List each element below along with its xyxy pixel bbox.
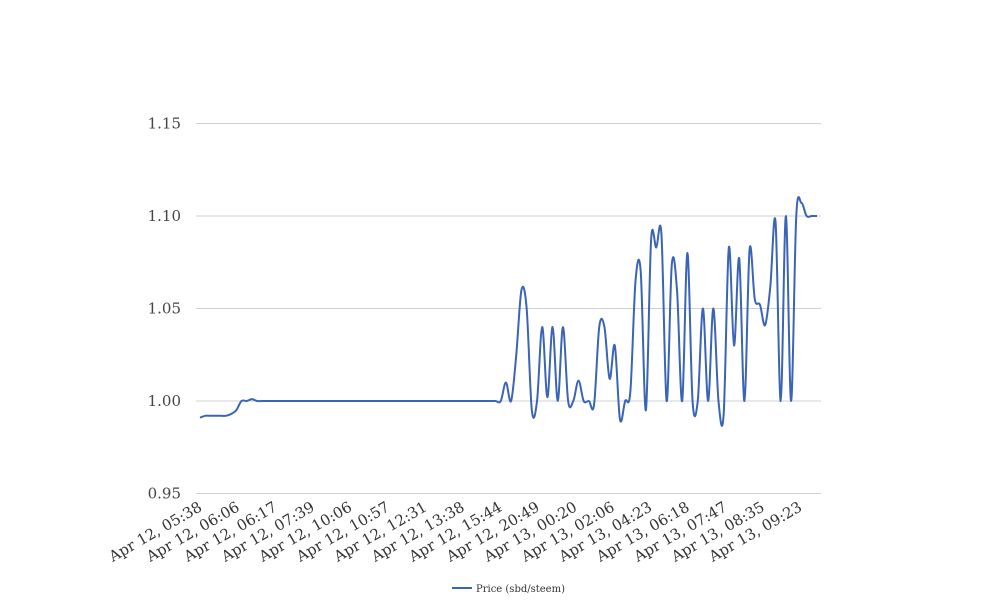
price-series-line (199, 196, 817, 427)
y-tick-label: 1.10 (148, 207, 181, 225)
legend[interactable]: Price (sbd/steem) (452, 584, 565, 595)
y-tick-label: 1.15 (148, 115, 181, 133)
y-tick-label: 1.05 (148, 300, 181, 318)
y-tick-label: 0.95 (148, 485, 181, 503)
y-axis-tick-labels: 0.95 1.00 1.05 1.10 1.15 (148, 115, 181, 503)
series-lines (199, 196, 817, 427)
y-tick-label: 1.00 (148, 392, 181, 410)
legend-label: Price (sbd/steem) (476, 584, 565, 595)
